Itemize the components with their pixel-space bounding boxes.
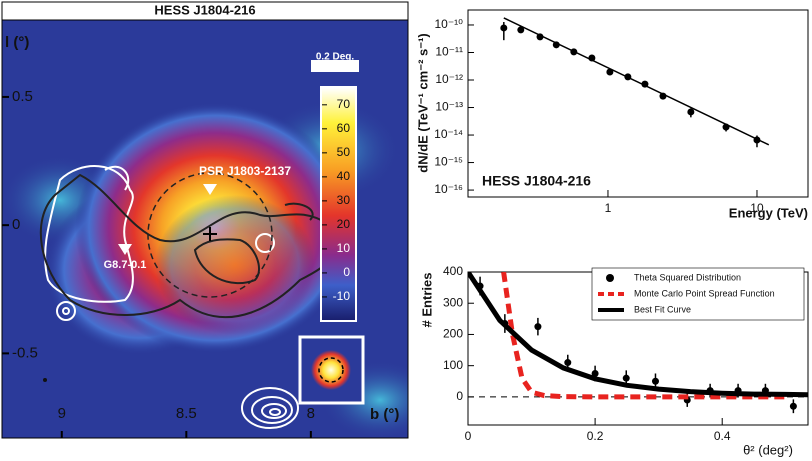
y-tick-label: 0.5 (12, 88, 33, 105)
y-tick-label: 400 (443, 264, 463, 278)
data-point (500, 24, 507, 31)
x-tick-label: 0.2 (587, 429, 604, 443)
data-point (753, 137, 760, 144)
data-point (517, 26, 524, 33)
y-tick-label: 10⁻¹⁵ (434, 155, 463, 169)
legend-marker (606, 274, 614, 282)
data-point (588, 55, 595, 62)
spectrum-panel: HESS J1804-216 Energy (TeV) dN/dE (TeV⁻¹… (415, 10, 808, 220)
y-tick-label: 10⁻¹³ (435, 100, 463, 114)
colorbar-tick-label: -10 (333, 289, 351, 303)
colorbar-tick-label: 70 (337, 97, 351, 111)
data-point (624, 73, 631, 80)
x-tick-label: 1 (605, 201, 612, 215)
data-point (534, 323, 541, 330)
data-point (606, 69, 613, 76)
data-point (687, 108, 694, 115)
colorbar-tick-label: 30 (337, 193, 351, 207)
y-tick-label: 300 (443, 295, 463, 309)
y-tick-label: 10⁻¹⁰ (435, 17, 464, 31)
x-tick-label: 9 (58, 405, 66, 422)
colorbar-tick-label: 40 (337, 169, 351, 183)
scale-label: 0.2 Deg. (316, 52, 355, 63)
x-tick-label: 0 (465, 429, 472, 443)
y-tick-label: 0 (12, 216, 20, 233)
annotation: G8.7-0.1 (104, 259, 147, 271)
data-point (790, 403, 797, 410)
y-tick-label: 100 (443, 358, 463, 372)
x-axis-label: Energy (TeV) (729, 205, 808, 220)
x-tick-label: 0.4 (714, 429, 731, 443)
annotation: PSR J1803-2137 (199, 164, 291, 178)
colorbar-tick-label: 60 (337, 121, 351, 135)
y-tick-label: 10⁻¹⁶ (434, 182, 463, 196)
y-tick-label: -0.5 (12, 344, 38, 361)
x-tick-label: 8.5 (176, 405, 197, 422)
data-point (623, 375, 630, 382)
x-axis-label: b (°) (370, 406, 399, 423)
data-point (570, 48, 577, 55)
sky-map: HESS J1804-216 0.2 Deg. PSR J1803-2137 G… (0, 2, 440, 440)
figure: HESS J1804-216 0.2 Deg. PSR J1803-2137 G… (0, 0, 812, 461)
data-point (723, 124, 730, 131)
x-tick-label: 8 (307, 405, 315, 422)
data-point (652, 378, 659, 385)
data-point (553, 41, 560, 48)
plot-area (500, 18, 768, 147)
y-axis-label: l (°) (5, 34, 29, 51)
panel-label: HESS J1804-216 (482, 173, 591, 189)
y-tick-label: 10⁻¹² (435, 72, 463, 86)
colorbar-tick-label: 0 (343, 265, 350, 279)
data-point (537, 33, 544, 40)
y-axis-label: # Entries (419, 273, 434, 328)
data-point (659, 93, 666, 100)
y-tick-label: 0 (456, 389, 463, 403)
legend-label: Theta Squared Distribution (634, 272, 741, 282)
x-axis-label: θ² (deg²) (743, 442, 793, 457)
colorbar-tick-label: 50 (337, 145, 351, 159)
colorbar-tick-label: 10 (337, 241, 351, 255)
map-title: HESS J1804-216 (154, 2, 255, 17)
y-tick-label: 10⁻¹⁴ (434, 127, 463, 141)
y-tick-label: 10⁻¹¹ (435, 45, 463, 59)
map-image (0, 20, 440, 440)
y-tick-label: 200 (443, 327, 463, 341)
plot-frame (468, 10, 808, 197)
x-tick-label: 10 (750, 201, 764, 215)
data-point (641, 81, 648, 88)
colorbar-tick-label: 20 (337, 217, 351, 231)
data-point (564, 359, 571, 366)
y-axis-label: dN/dE (TeV⁻¹ cm⁻² s⁻¹) (415, 33, 430, 173)
legend-label: Best Fit Curve (634, 304, 691, 314)
legend-label: Monte Carlo Point Spread Function (634, 288, 775, 298)
